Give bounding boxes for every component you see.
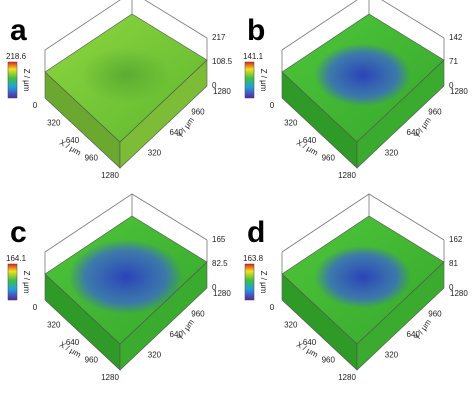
- y-tick-label: 1280: [213, 289, 231, 298]
- surface-pit: [81, 47, 171, 103]
- surface-pit: [68, 239, 184, 315]
- colorbar-max: 141.1: [243, 52, 264, 61]
- colorbar: [244, 61, 255, 99]
- x-tick-label: 960: [85, 356, 99, 365]
- y-tick-label: 320: [148, 149, 162, 158]
- colorbar: [7, 263, 18, 301]
- box-edge: [281, 193, 445, 253]
- x-tick-label: 1280: [338, 171, 356, 180]
- x-tick-label: 640: [303, 136, 317, 145]
- y-tick-label: 640: [170, 128, 184, 137]
- x-tick-label: 960: [85, 154, 99, 163]
- panel-label: d: [247, 216, 265, 249]
- z-tick-label: 0: [212, 283, 217, 292]
- z-axis-label: Z / μm: [22, 69, 31, 92]
- x-tick-label: 640: [303, 338, 317, 347]
- colorbar-max: 163.8: [243, 254, 264, 263]
- y-tick-label: 320: [385, 351, 399, 360]
- x-tick-label: 960: [322, 154, 336, 163]
- x-tick-label: 0: [270, 303, 275, 312]
- x-tick-label: 320: [284, 321, 298, 330]
- x-tick-label: 640: [66, 338, 80, 347]
- y-tick-label: 960: [191, 310, 205, 319]
- y-tick-label: 1280: [213, 87, 231, 96]
- z-tick-label: 0: [212, 81, 217, 90]
- x-tick-label: 0: [33, 101, 38, 110]
- y-tick-label: 320: [385, 149, 399, 158]
- z-tick-label: 82.5: [212, 259, 228, 268]
- colorbar-max: 218.6: [6, 52, 27, 61]
- x-tick-label: 320: [47, 321, 61, 330]
- surface-pit: [314, 245, 412, 309]
- z-tick-label: 162: [449, 235, 463, 244]
- x-tick-label: 320: [284, 119, 298, 128]
- panel-label: c: [10, 216, 27, 249]
- panel-label: b: [247, 14, 265, 47]
- x-tick-label: 0: [270, 101, 275, 110]
- x-tick-label: 960: [322, 356, 336, 365]
- x-tick-label: 1280: [338, 373, 356, 382]
- y-tick-label: 640: [407, 128, 421, 137]
- x-tick-label: 320: [47, 119, 61, 128]
- z-tick-label: 0: [449, 283, 454, 292]
- x-tick-label: 0: [33, 303, 38, 312]
- surface-pit: [314, 43, 412, 107]
- z-tick-label: 217: [212, 33, 226, 42]
- y-tick-label: 960: [428, 108, 442, 117]
- x-tick-label: 1280: [101, 171, 119, 180]
- y-tick-label: 320: [148, 351, 162, 360]
- x-tick-label: 640: [66, 136, 80, 145]
- z-tick-label: 108.5: [212, 57, 233, 66]
- y-tick-label: 640: [170, 330, 184, 339]
- y-tick-label: 960: [428, 310, 442, 319]
- z-axis-label: Z / μm: [259, 271, 268, 294]
- box-edge: [281, 0, 445, 51]
- panel-label: a: [10, 14, 27, 47]
- z-tick-label: 0: [449, 81, 454, 90]
- z-axis-label: Z / μm: [22, 271, 31, 294]
- colorbar: [244, 263, 255, 301]
- z-tick-label: 142: [449, 33, 463, 42]
- y-tick-label: 640: [407, 330, 421, 339]
- y-tick-label: 1280: [450, 87, 468, 96]
- x-tick-label: 1280: [101, 373, 119, 382]
- z-axis-label: Z / μm: [259, 69, 268, 92]
- colorbar-max: 164.1: [6, 254, 27, 263]
- z-tick-label: 81: [449, 259, 458, 268]
- y-tick-label: 1280: [450, 289, 468, 298]
- z-tick-label: 165: [212, 235, 226, 244]
- colorbar: [7, 61, 18, 99]
- box-edge: [44, 0, 208, 51]
- z-tick-label: 71: [449, 57, 458, 66]
- y-tick-label: 960: [191, 108, 205, 117]
- box-edge: [44, 193, 208, 253]
